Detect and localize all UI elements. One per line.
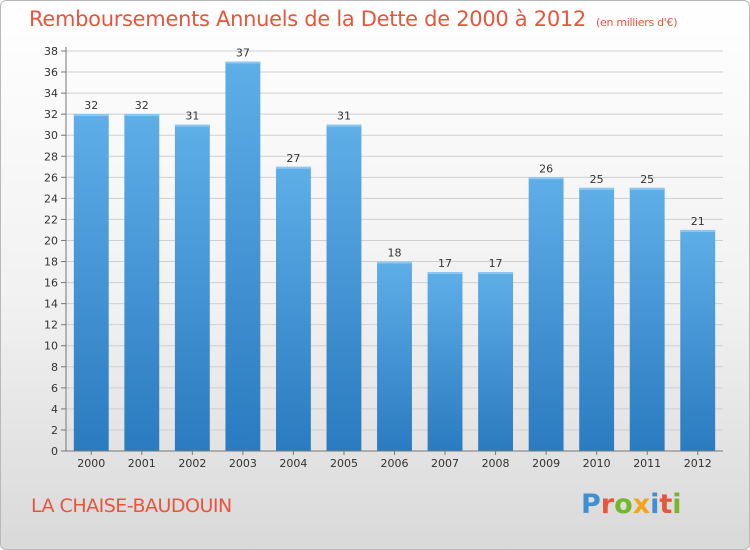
data-label: 31 (337, 110, 351, 123)
proxiti-logo[interactable]: Proxiti (581, 489, 682, 520)
data-label: 27 (286, 152, 300, 165)
x-tick-label: 2011 (633, 457, 661, 470)
data-label: 17 (489, 257, 503, 270)
bar-highlight (124, 114, 160, 117)
bar-highlight (174, 124, 210, 127)
bar-highlight (478, 272, 514, 275)
x-tick-label: 2008 (482, 457, 510, 470)
bar (225, 61, 261, 452)
y-tick-label: 10 (44, 340, 58, 353)
bar-highlight (528, 177, 564, 180)
x-tick-label: 2009 (532, 457, 560, 470)
bar (427, 272, 463, 451)
bar-highlight (629, 187, 665, 190)
bar (680, 229, 716, 451)
x-tick-label: 2005 (330, 457, 358, 470)
x-tick-label: 2006 (381, 457, 409, 470)
bar-highlight (680, 229, 716, 232)
y-tick-label: 14 (44, 298, 58, 311)
y-tick-label: 24 (44, 192, 58, 205)
logo-letter: P (581, 489, 601, 520)
data-label: 25 (590, 173, 604, 186)
logo-letter: i (672, 489, 682, 520)
y-tick-label: 26 (44, 171, 58, 184)
y-tick-label: 32 (44, 108, 58, 121)
bar (377, 261, 412, 451)
bar-highlight (579, 187, 615, 190)
y-tick-label: 18 (44, 256, 58, 269)
bar-highlight (326, 124, 362, 127)
y-tick-label: 0 (51, 445, 58, 458)
bar (275, 166, 311, 451)
y-tick-label: 16 (44, 277, 58, 290)
x-tick-label: 2010 (583, 457, 611, 470)
x-tick-label: 2001 (128, 457, 156, 470)
bars: 32 32 31 37 27 31 18 17 17 26 25 25 21 (73, 47, 716, 452)
bar (478, 272, 514, 451)
logo-letter: i (650, 489, 660, 520)
logo-letter: x (632, 489, 651, 520)
bar (579, 187, 615, 451)
x-tick-label: 2004 (279, 457, 307, 470)
logo-letter: o (614, 489, 633, 520)
y-tick-label: 20 (44, 234, 58, 247)
data-label: 18 (388, 247, 402, 260)
x-tick-label: 2003 (229, 457, 257, 470)
logo-letter: t (659, 489, 673, 520)
y-tick-label: 36 (44, 66, 58, 79)
x-tick-label: 2012 (684, 457, 712, 470)
data-label: 25 (640, 173, 654, 186)
y-tick-label: 28 (44, 150, 58, 163)
y-tick-label: 22 (44, 213, 58, 226)
data-label: 32 (135, 99, 149, 112)
x-tick-label: 2002 (178, 457, 206, 470)
y-tick-label: 30 (44, 129, 58, 142)
y-tick-label: 34 (44, 87, 58, 100)
bar-highlight (225, 61, 261, 64)
x-tick-label: 2000 (77, 457, 105, 470)
chart-title-unit: (en milliers d'€) (596, 16, 678, 29)
data-label: 26 (539, 162, 553, 175)
bar (73, 114, 109, 451)
bar (326, 124, 362, 452)
bar-highlight (275, 166, 311, 169)
y-tick-label: 38 (44, 45, 58, 58)
chart-title-main: Remboursements Annuels de la Dette de 20… (29, 7, 586, 31)
data-label: 37 (236, 47, 250, 60)
chart-title: Remboursements Annuels de la Dette de 20… (29, 7, 677, 31)
x-tick-label: 2007 (431, 457, 459, 470)
bar (174, 124, 210, 452)
logo-letter: r (600, 489, 615, 520)
bar-highlight (73, 114, 109, 117)
y-tick-label: 8 (51, 361, 58, 374)
data-label: 31 (185, 110, 199, 123)
commune-name: LA CHAISE-BAUDOUIN (31, 495, 232, 517)
y-tick-label: 6 (51, 382, 58, 395)
bar-highlight (427, 272, 463, 275)
y-tick-label: 2 (51, 424, 58, 437)
bar (124, 114, 160, 451)
bar (528, 177, 564, 451)
data-label: 32 (84, 99, 98, 112)
data-label: 21 (691, 215, 705, 228)
y-tick-label: 12 (44, 319, 58, 332)
bar-highlight (377, 261, 412, 264)
bar (629, 187, 665, 451)
data-label: 17 (438, 257, 452, 270)
y-tick-label: 4 (51, 403, 58, 416)
